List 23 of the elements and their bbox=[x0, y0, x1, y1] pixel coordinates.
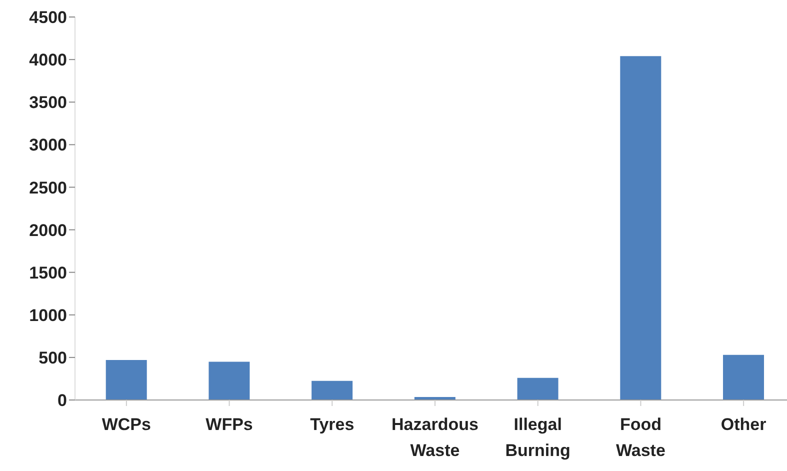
bar bbox=[723, 354, 764, 400]
y-tick-label: 0 bbox=[58, 391, 67, 410]
y-tick-label: 2500 bbox=[29, 178, 67, 198]
x-tick-label: Food Waste bbox=[616, 415, 666, 460]
x-tick-label: Illegal Burning bbox=[505, 415, 570, 460]
x-tick-label: WFPs bbox=[206, 415, 253, 434]
bar bbox=[517, 378, 558, 400]
y-tick-label: 500 bbox=[38, 348, 67, 368]
bar bbox=[208, 362, 250, 400]
x-tick-label: Other bbox=[720, 415, 767, 434]
y-tick-label: 2000 bbox=[29, 220, 67, 240]
y-tick-label: 1000 bbox=[29, 306, 67, 325]
x-tick-label: Tyres bbox=[310, 415, 354, 434]
x-tick-label: WCPs bbox=[102, 415, 151, 434]
bar bbox=[620, 56, 662, 400]
y-tick-label: 4500 bbox=[29, 8, 67, 28]
y-tick-label: 4000 bbox=[29, 50, 67, 70]
bar bbox=[312, 380, 353, 400]
x-tick-label: Hazardous Waste bbox=[392, 415, 478, 460]
y-tick-label: 1500 bbox=[29, 263, 67, 282]
y-tick-label: 3500 bbox=[29, 93, 67, 112]
y-tick-label: 3000 bbox=[29, 136, 67, 155]
bar bbox=[106, 360, 147, 400]
